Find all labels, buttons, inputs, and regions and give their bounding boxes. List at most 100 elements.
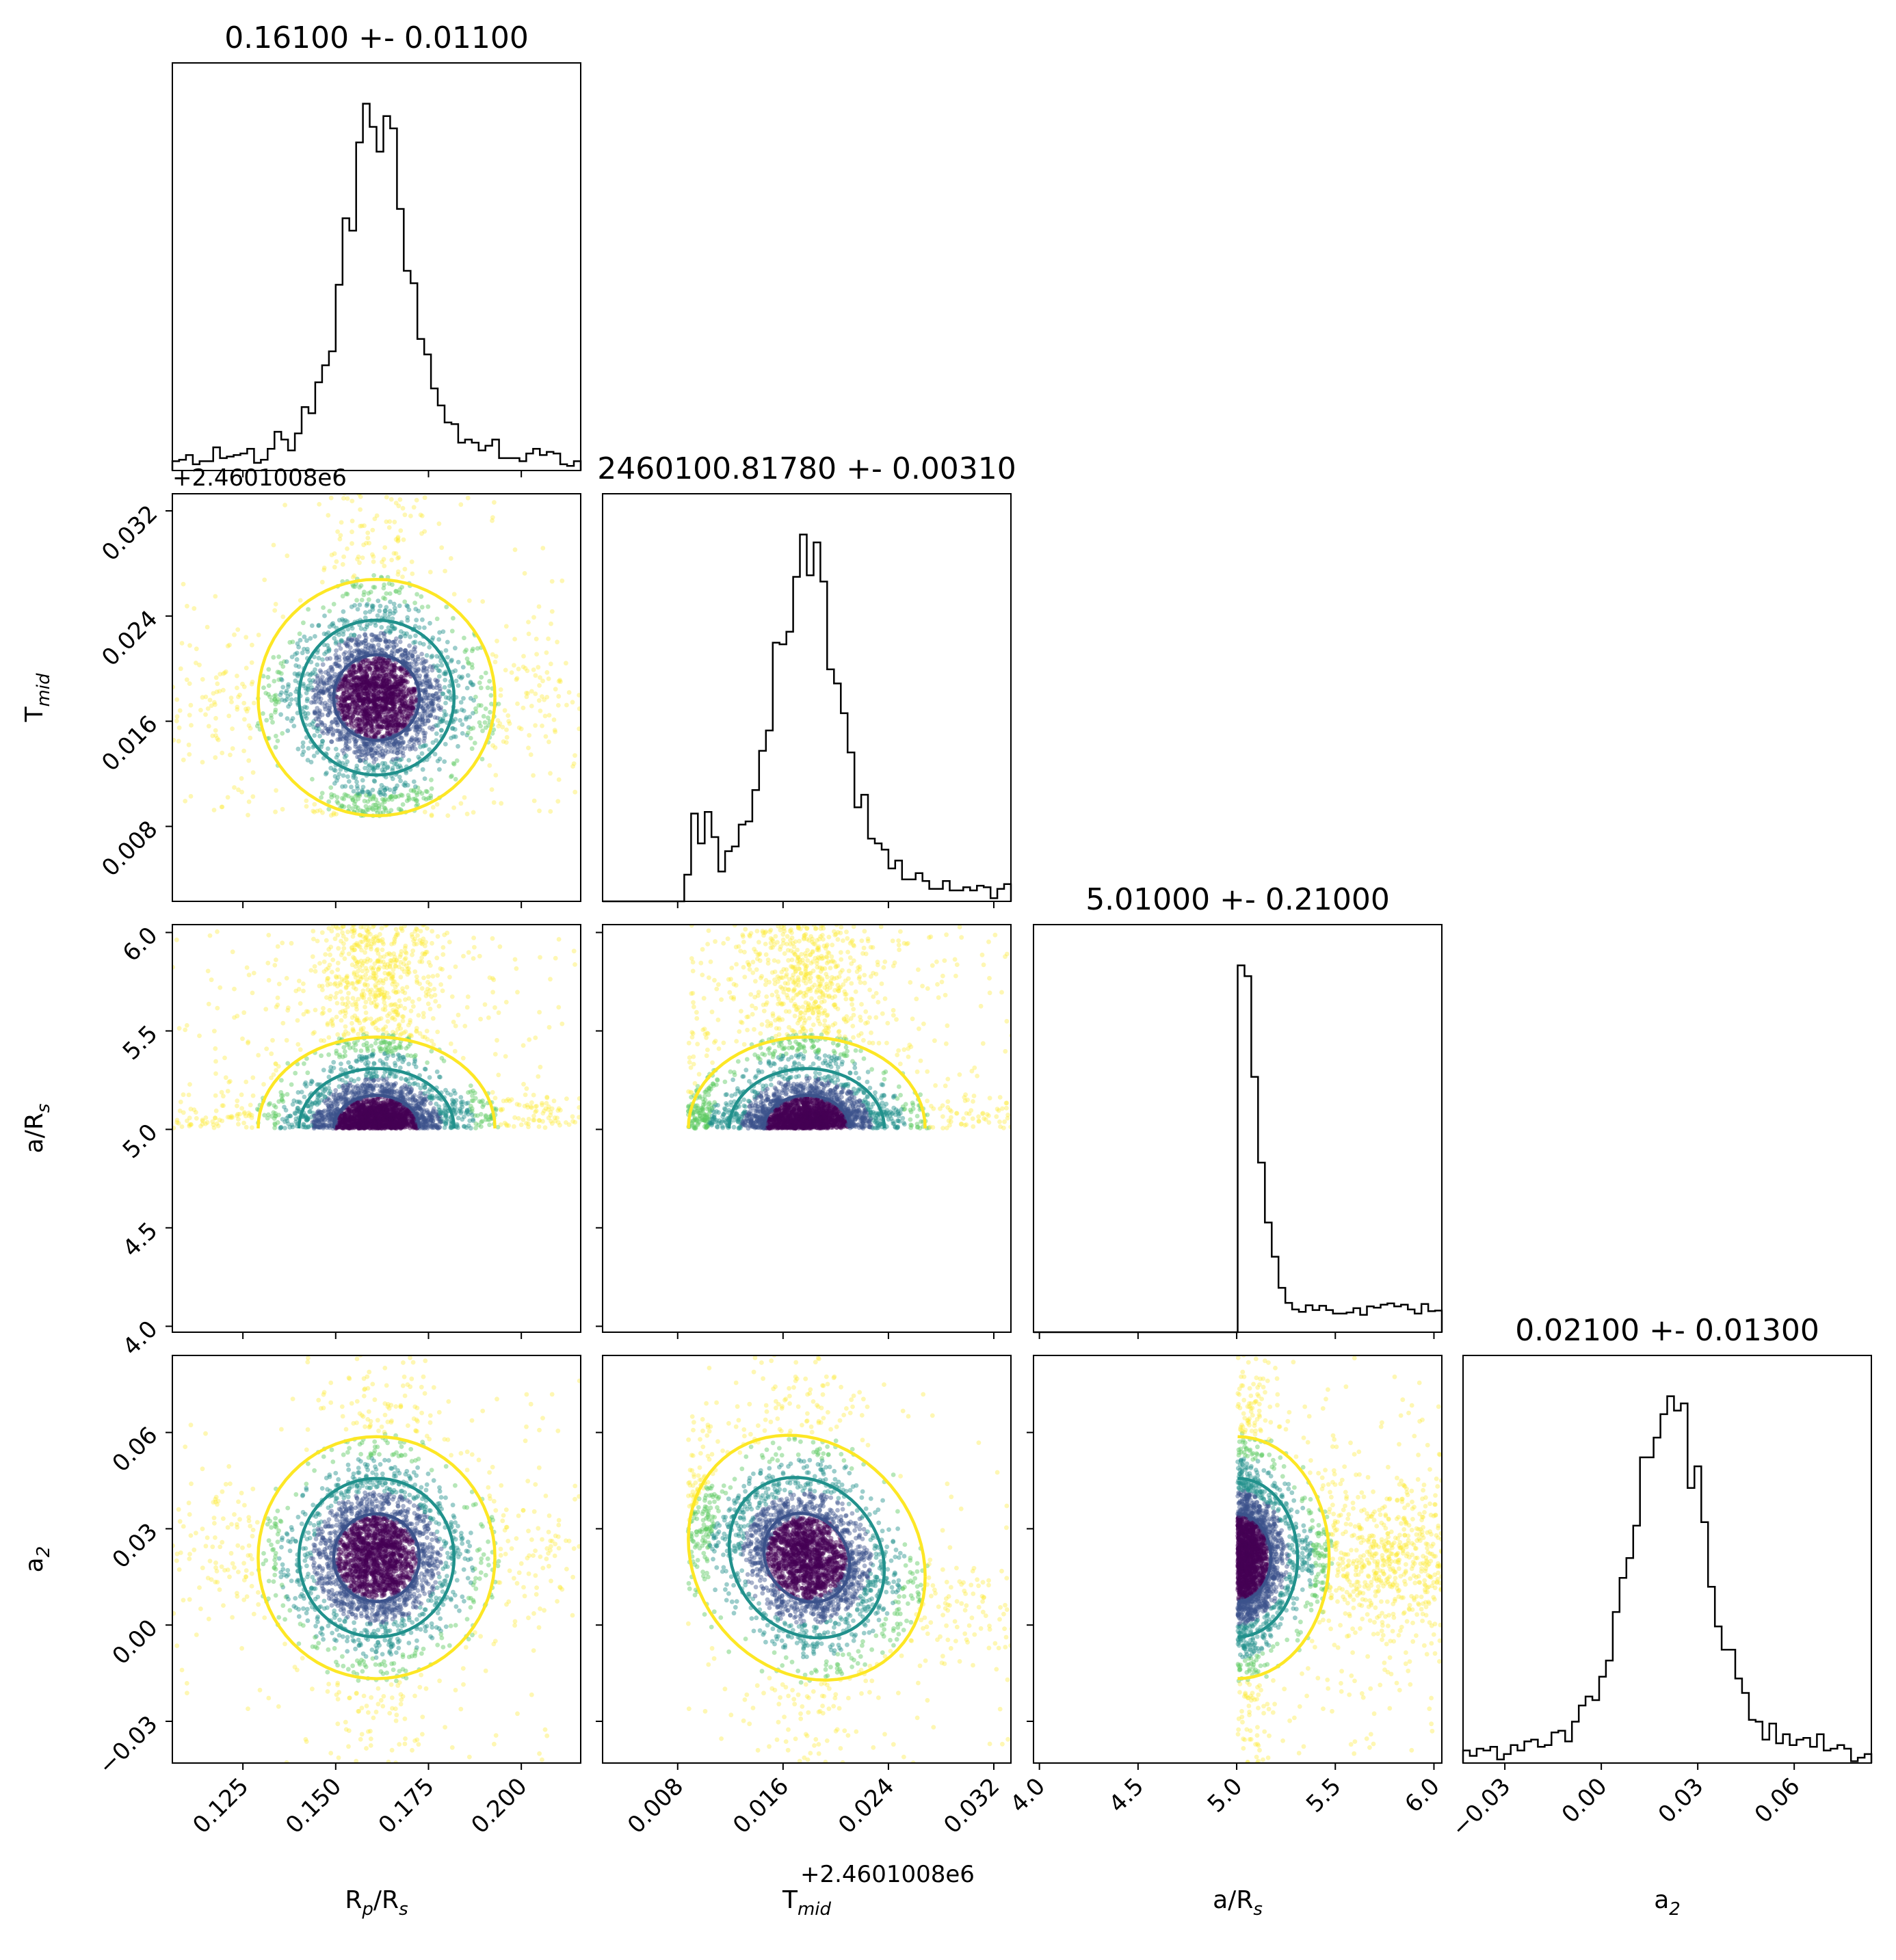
sample-point [313,634,317,639]
sample-point [356,724,361,728]
sample-point [356,721,362,726]
sample-point [362,700,367,705]
sample-point [376,676,382,681]
sample-point [384,646,389,651]
sample-point [387,706,393,712]
sample-point [340,617,345,622]
sample-point [410,687,416,692]
sample-point [436,1003,442,1009]
sample-point [471,1118,476,1124]
sample-point [521,664,526,670]
sample-point [376,730,381,736]
sample-point [419,661,424,666]
sample-point [389,700,394,705]
sample-point [437,683,442,688]
sample-point [425,1037,430,1042]
sample-point [376,711,382,717]
sample-point [555,703,561,708]
sample-point [358,758,363,763]
sample-point [326,648,332,654]
sample-point [274,1005,279,1009]
sample-point [390,685,395,690]
sample-point [377,684,382,689]
sample-point [368,661,373,666]
sample-point [374,706,379,712]
sample-point [356,693,360,698]
sample-point [399,681,404,686]
sample-point [343,680,348,685]
sample-point [371,708,376,713]
sample-point [384,743,389,749]
sample-point [555,799,561,804]
sample-point [402,599,408,605]
sample-point [176,739,181,744]
sample-point [371,647,377,652]
sample-point [380,718,384,724]
sample-point [235,1098,240,1104]
sample-point [355,674,360,680]
sample-point [403,780,408,786]
sample-point [332,936,338,942]
sample-point [347,670,352,675]
sample-point [394,727,399,732]
sample-point [383,1024,389,1029]
sample-point [375,717,380,722]
sample-point [404,732,409,737]
sample-point [499,801,504,806]
sample-point [326,677,332,683]
sample-point [490,731,495,736]
sample-point [384,661,390,666]
sample-point [348,674,354,679]
sample-point [393,719,399,725]
sample-point [272,608,278,613]
sample-point [390,663,395,669]
sample-point [382,689,387,695]
sample-point [363,691,367,696]
sample-point [391,669,397,674]
sample-point [334,661,339,667]
sample-point [526,745,531,750]
sample-point [330,732,336,737]
sample-point [365,602,370,607]
sample-point [399,715,404,721]
sample-point [329,739,334,744]
sample-point [426,696,431,701]
sample-point [345,703,350,708]
sample-point [215,736,220,741]
sample-point [443,670,448,674]
sample-point [423,687,427,693]
sample-point [365,708,370,714]
sample-point [496,724,501,729]
sample-point [332,995,338,1000]
sample-point [327,609,332,613]
sample-point [408,712,413,717]
sample-point [490,652,495,657]
sample-point [358,932,363,938]
sample-point [373,685,378,689]
sample-point [213,1093,218,1098]
sample-point [301,749,306,754]
sample-point [323,726,328,731]
sample-point [556,937,562,942]
sample-point [399,652,405,657]
sample-point [379,925,384,931]
sample-point [356,652,361,657]
sample-point [365,674,370,679]
sample-point [482,720,488,725]
sample-point [460,722,465,727]
sample-point [475,646,480,651]
sample-point [408,726,413,732]
sample-point [305,672,311,676]
sample-point [376,1027,381,1033]
sample-point [501,739,506,744]
sample-point [385,644,391,650]
sample-point [380,559,384,565]
sample-point [207,933,213,938]
sample-point [362,523,367,529]
sample-point [384,741,390,747]
sample-point [361,712,367,717]
sample-point [384,519,389,525]
sample-point [315,714,321,719]
sample-point [300,650,305,656]
sample-point [498,693,503,698]
